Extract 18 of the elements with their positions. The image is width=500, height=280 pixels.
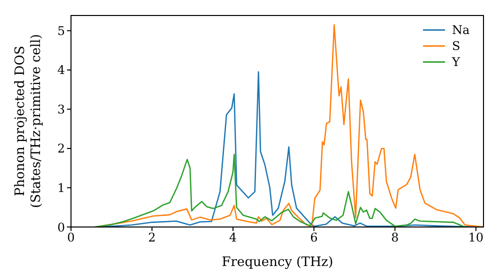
legend-label: S bbox=[452, 38, 460, 54]
legend-label: Na bbox=[452, 22, 470, 38]
y-axis-title: Phonon projected DOS (States/THz·primitive cell) bbox=[13, 34, 44, 208]
y-tick-label: 3 bbox=[57, 102, 65, 116]
y-tick-label: 4 bbox=[57, 63, 66, 78]
y-tick-label: 1 bbox=[57, 181, 65, 195]
y-tick-label: 2 bbox=[57, 142, 65, 156]
line-series bbox=[94, 154, 466, 227]
x-tick-label: 0 bbox=[67, 230, 75, 245]
y-tick-label: 0 bbox=[57, 220, 65, 234]
x-tick-label: 10 bbox=[468, 230, 484, 245]
x-axis-title: Frequency (THz) bbox=[222, 255, 334, 270]
legend-label: Y bbox=[452, 54, 460, 70]
x-tick-label: 8 bbox=[391, 230, 399, 245]
y-tick-label: 5 bbox=[57, 24, 65, 38]
x-tick-label: 6 bbox=[310, 230, 318, 245]
x-tick-label: 2 bbox=[148, 230, 156, 245]
x-tick-label: 4 bbox=[229, 230, 238, 245]
